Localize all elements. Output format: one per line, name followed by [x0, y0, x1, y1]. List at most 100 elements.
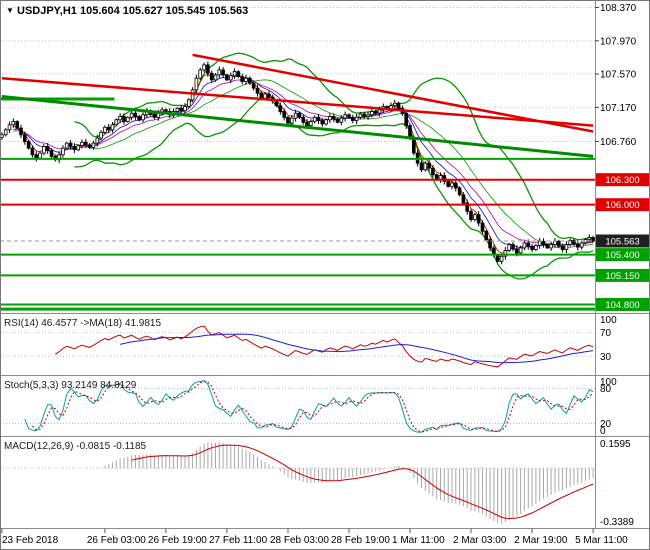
- series-line: [24, 379, 594, 433]
- trendline[interactable]: [1, 95, 594, 158]
- time-axis-label: 2 Mar 19:00: [514, 535, 568, 546]
- candle-body: [22, 134, 27, 142]
- candle-body: [560, 245, 565, 251]
- candle-body: [411, 137, 416, 154]
- level-price-badge: 106.300: [605, 175, 639, 186]
- candle-body: [518, 247, 523, 254]
- candle-body: [499, 255, 504, 262]
- candle-body: [461, 194, 466, 204]
- candle-body: [347, 114, 351, 118]
- rsi-axis-label: 70: [600, 328, 612, 339]
- candle-body: [175, 107, 180, 112]
- trendline[interactable]: [1, 76, 594, 127]
- candle-body: [469, 210, 473, 221]
- candle-body: [289, 117, 294, 124]
- stoch-panel: [0, 379, 595, 433]
- candle-body: [240, 76, 245, 82]
- candle-body: [263, 93, 267, 99]
- trendline[interactable]: [192, 53, 594, 133]
- candle-body: [61, 147, 65, 156]
- candle-body: [209, 72, 214, 81]
- chart-title: USDJPY,H1 105.604 105.627 105.545 105.56…: [17, 5, 248, 17]
- candle-body: [419, 162, 424, 171]
- candle-body: [99, 131, 103, 139]
- candle-body: [328, 116, 332, 121]
- candle-body: [38, 152, 42, 159]
- time-axis[interactable]: 23 Feb 2018 26 Feb 03:00 26 Feb 19:00 27 Fe…: [1, 528, 628, 547]
- candle-body: [431, 167, 435, 176]
- candle-body: [392, 102, 397, 107]
- candle-body: [587, 237, 592, 241]
- level-price-badge-bg: [596, 268, 649, 282]
- candle-body: [488, 239, 492, 249]
- candle-body: [19, 127, 23, 136]
- candle-body: [541, 240, 546, 246]
- level-price-badge-bg: [596, 248, 649, 262]
- candle-body: [370, 111, 374, 116]
- candle-body: [553, 240, 557, 246]
- candle-body: [202, 64, 206, 71]
- candle-body: [179, 107, 184, 112]
- candle-body: [7, 124, 12, 131]
- candle-body: [537, 240, 542, 246]
- candle-body: [473, 214, 477, 221]
- candle-body: [331, 116, 336, 120]
- price-grid-label: 107.170: [600, 103, 637, 114]
- candle-body: [557, 240, 561, 247]
- price-axis[interactable]: 108.370 107.970 107.570 107.170 106.760 106.3…: [595, 3, 649, 311]
- candle-body: [293, 112, 298, 119]
- candle-body: [354, 116, 359, 122]
- series-line: [131, 444, 594, 520]
- candle-body: [568, 239, 572, 245]
- candle-body: [114, 119, 119, 126]
- chart-marker-icon: ▼: [6, 6, 14, 15]
- candle-body: [122, 116, 126, 122]
- candle-body: [137, 116, 142, 121]
- candle-body: [591, 237, 595, 242]
- candle-body: [530, 245, 534, 251]
- candle-body: [232, 71, 237, 77]
- rsi-title: RSI(14) 46.4577 ->MA(18) 41.9815: [4, 318, 161, 329]
- current-price-badge: 105.563: [605, 237, 639, 248]
- series-line: [13, 75, 594, 248]
- candle-body: [507, 244, 511, 251]
- candle-body: [213, 74, 218, 81]
- series-line: [32, 380, 594, 433]
- candle-body: [324, 119, 328, 125]
- stoch-axis-label: 20: [600, 419, 612, 430]
- time-axis-label: 27 Feb 11:00: [209, 535, 268, 546]
- candle-body: [396, 102, 401, 109]
- series-line: [13, 79, 594, 246]
- candle-body: [228, 75, 233, 81]
- chart-titles: ▼ USDJPY,H1 105.604 105.627 105.545 105.…: [4, 5, 248, 452]
- candle-body: [141, 114, 145, 121]
- candle-body: [45, 145, 50, 151]
- candle-body: [190, 89, 195, 101]
- candle-body: [377, 109, 382, 114]
- time-axis-label: 5 Mar 11:00: [575, 535, 628, 546]
- candle-body: [217, 69, 222, 76]
- level-price-badge-bg: [596, 298, 649, 311]
- candle-body: [373, 111, 378, 114]
- series-line: [74, 52, 594, 241]
- level-price-badge: 106.000: [605, 200, 639, 211]
- candle-body: [343, 114, 347, 119]
- candle-body: [183, 106, 187, 112]
- candle-body: [236, 71, 241, 77]
- candle-body: [358, 113, 363, 118]
- time-axis-label: 26 Feb 19:00: [148, 535, 207, 546]
- candle-body: [68, 142, 73, 147]
- stoch-axis-label: 0: [600, 426, 606, 437]
- candle-body: [511, 244, 515, 250]
- candle-body: [515, 248, 519, 254]
- candle-body: [84, 141, 88, 146]
- candle-body: [350, 116, 355, 122]
- series-line: [74, 96, 594, 280]
- candle-body: [476, 214, 481, 224]
- macd-axis-label: 0.1595: [600, 439, 631, 450]
- candle-body: [339, 117, 344, 123]
- rsi-axis-label: 100: [600, 315, 617, 326]
